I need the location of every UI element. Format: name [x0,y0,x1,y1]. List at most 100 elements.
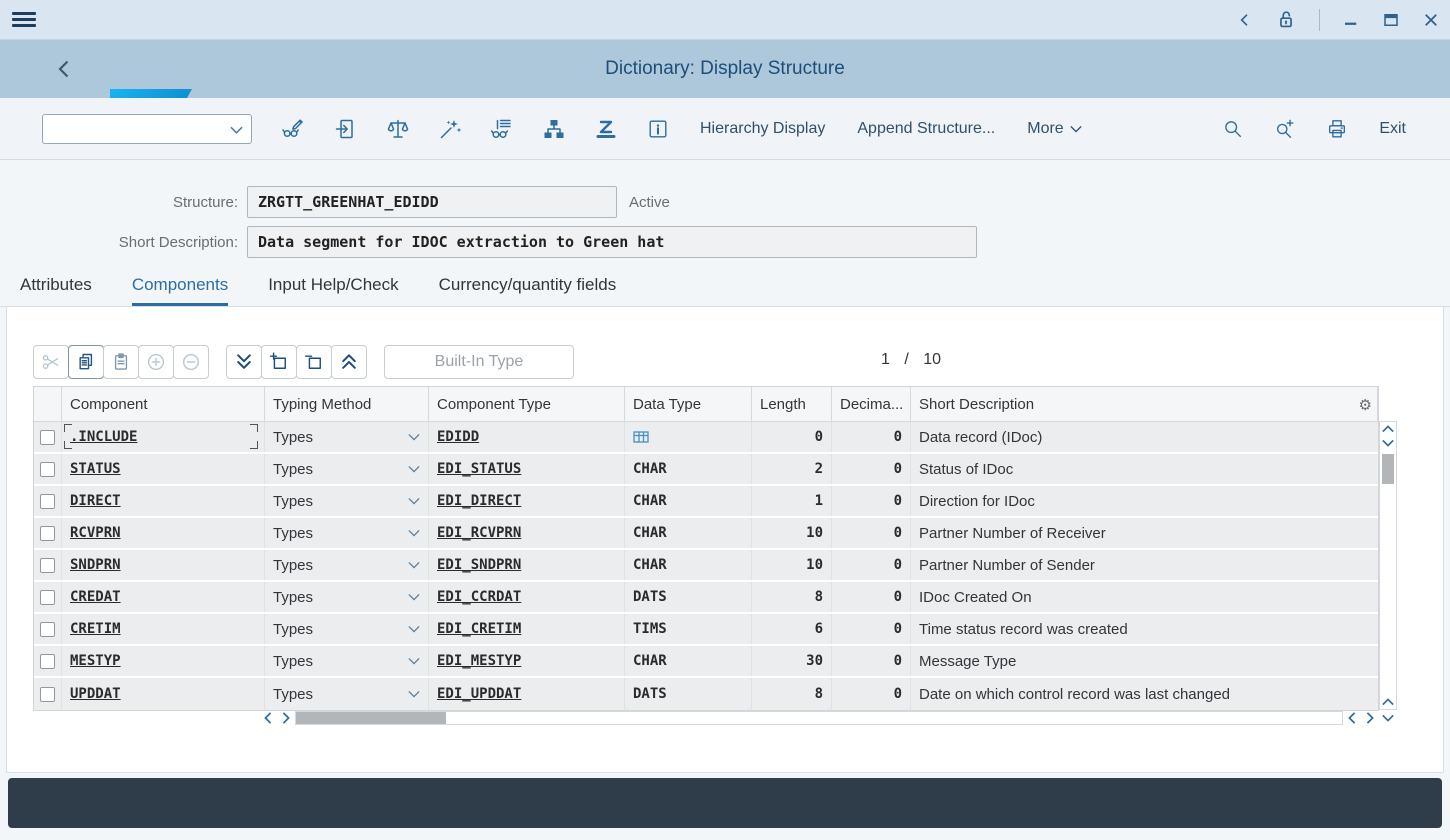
component-link[interactable]: CREDAT [70,589,121,605]
row-checkbox[interactable] [40,494,55,509]
search-icon[interactable] [1207,109,1259,149]
activate-icon[interactable] [424,109,476,149]
exit-button[interactable]: Exit [1363,109,1422,149]
remove-icon[interactable] [173,345,209,379]
sort-icon[interactable] [580,109,632,149]
component-link[interactable]: SNDPRN [70,557,121,573]
scroll-left-icon[interactable] [259,711,277,725]
component-link[interactable]: CRETIM [70,621,121,637]
component-type-link[interactable]: EDI_DIRECT [437,493,521,509]
component-link[interactable]: .INCLUDE [70,429,137,445]
back-icon[interactable] [55,58,75,80]
component-type-link[interactable]: EDI_CCRDAT [437,589,521,605]
row-checkbox[interactable] [40,590,55,605]
vertical-scroll-thumb[interactable] [1382,454,1394,484]
unlock-icon[interactable] [1275,9,1297,31]
minimize-icon[interactable] [1342,11,1360,29]
object-list-icon[interactable] [476,109,528,149]
component-type-link[interactable]: EDI_UPDDAT [437,686,521,702]
typing-method-dropdown[interactable]: Types [265,678,429,710]
scroll-up-icon[interactable] [1379,422,1397,436]
typing-method-dropdown[interactable]: Types [265,454,429,484]
typing-method-dropdown[interactable]: Types [265,582,429,612]
horizontal-scroll-thumb[interactable] [296,712,446,724]
consistency-check-icon[interactable] [372,109,424,149]
maximize-icon[interactable] [1382,11,1400,29]
scroll-down-icon[interactable] [1379,436,1397,450]
row-checkbox[interactable] [40,430,55,445]
col-component-type[interactable]: Component Type [429,387,625,421]
component-link[interactable]: UPDDAT [70,686,121,702]
component-link[interactable]: STATUS [70,461,121,477]
row-checkbox[interactable] [40,558,55,573]
typing-method-dropdown[interactable]: Types [265,646,429,676]
move-down-icon[interactable] [226,345,262,379]
col-typing-method[interactable]: Typing Method [265,387,429,421]
typing-method-dropdown[interactable]: Types [265,486,429,516]
window-title-bar [0,0,1450,40]
info-icon[interactable] [632,109,684,149]
tab-currency-quantity-fields[interactable]: Currency/quantity fields [439,267,617,306]
row-checkbox[interactable] [40,687,55,702]
page-up-icon[interactable] [1379,695,1397,709]
more-menu-button[interactable]: More [1011,109,1097,149]
chevron-down-icon [1070,125,1082,133]
typing-method-dropdown[interactable]: Types [265,422,429,452]
append-structure-button[interactable]: Append Structure... [841,109,1011,149]
paste-icon[interactable] [103,345,139,379]
row-checkbox[interactable] [40,622,55,637]
scroll-left-end-icon[interactable] [1343,711,1361,725]
hierarchy-display-button[interactable]: Hierarchy Display [684,109,841,149]
print-icon[interactable] [1311,109,1363,149]
search-plus-icon[interactable] [1259,109,1311,149]
close-icon[interactable] [1422,11,1440,29]
typing-method-dropdown[interactable]: Types [265,550,429,580]
chevron-down-icon[interactable] [230,126,243,134]
menu-icon[interactable] [12,9,36,31]
component-link[interactable]: RCVPRN [70,525,121,541]
col-length[interactable]: Length [752,387,832,421]
component-type-link[interactable]: EDI_MESTYP [437,653,521,669]
hierarchy-icon[interactable] [528,109,580,149]
horizontal-scrollbar[interactable] [259,710,1397,725]
row-checkbox[interactable] [40,526,55,541]
component-type-link[interactable]: EDI_SNDPRN [437,557,521,573]
cut-icon[interactable] [33,345,69,379]
page-down-icon[interactable] [1379,711,1397,725]
insert-row-icon[interactable] [261,345,297,379]
typing-method-dropdown[interactable]: Types [265,518,429,548]
delete-row-icon[interactable] [296,345,332,379]
tab-components[interactable]: Components [132,267,228,306]
scroll-right-end-icon[interactable] [1361,711,1379,725]
short-description-field[interactable]: Data segment for IDOC extraction to Gree… [247,226,977,258]
tab-input-help-check[interactable]: Input Help/Check [268,267,398,306]
col-short-description[interactable]: Short Description [911,387,1378,421]
transport-icon[interactable] [320,109,372,149]
chevron-down-icon [408,465,420,473]
col-data-type[interactable]: Data Type [625,387,752,421]
scroll-right-icon[interactable] [277,711,295,725]
command-field[interactable] [42,114,252,144]
add-icon[interactable] [138,345,174,379]
tab-attributes[interactable]: Attributes [20,267,92,306]
component-link[interactable]: MESTYP [70,653,121,669]
col-decimals[interactable]: Decima... [832,387,911,421]
component-type-link[interactable]: EDI_CRETIM [437,621,521,637]
command-input[interactable] [43,115,219,143]
component-type-link[interactable]: EDI_STATUS [437,461,521,477]
move-up-icon[interactable] [331,345,367,379]
history-back-icon[interactable] [1237,12,1253,28]
table-settings-icon[interactable]: ⚙ [1359,396,1372,414]
copy-icon[interactable] [68,345,104,379]
row-checkbox[interactable] [40,654,55,669]
structure-field[interactable]: ZRGTT_GREENHAT_EDIDD [247,186,617,218]
component-type-link[interactable]: EDI_RCVPRN [437,525,521,541]
vertical-scrollbar[interactable] [1379,421,1397,710]
component-link[interactable]: DIRECT [70,493,121,509]
built-in-type-button[interactable]: Built-In Type [384,345,574,379]
col-component[interactable]: Component [62,387,265,421]
row-checkbox[interactable] [40,462,55,477]
component-type-link[interactable]: EDIDD [437,429,479,445]
display-change-icon[interactable] [268,109,320,149]
typing-method-dropdown[interactable]: Types [265,614,429,644]
